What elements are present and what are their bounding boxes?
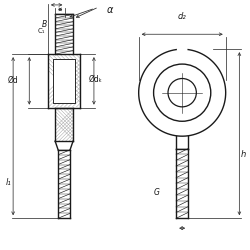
Bar [53,59,75,102]
Text: Ød: Ød [8,76,19,85]
Text: B: B [42,20,47,29]
Text: $\alpha$: $\alpha$ [106,5,114,15]
Text: C₁: C₁ [38,28,46,34]
Text: G: G [154,188,160,196]
Text: Ødₖ: Ødₖ [89,74,103,84]
Text: l₁: l₁ [6,178,12,187]
Text: h: h [240,150,246,159]
Text: d₂: d₂ [178,12,186,21]
Bar [53,59,75,102]
